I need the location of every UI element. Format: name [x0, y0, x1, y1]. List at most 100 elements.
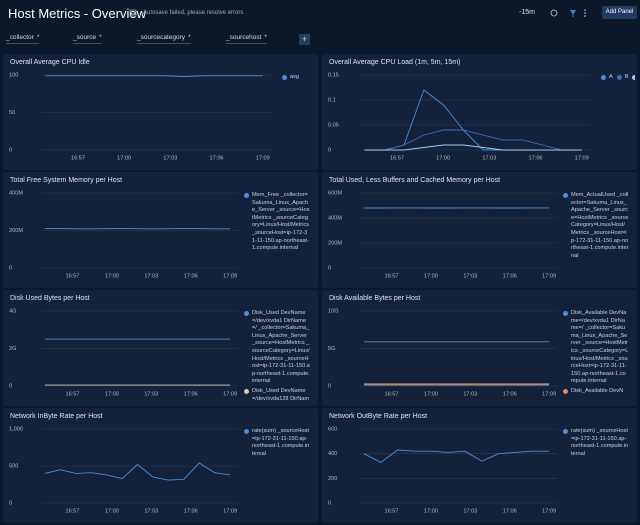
x-tick-label: 17:03	[163, 155, 177, 161]
time-range[interactable]: -15m	[519, 9, 535, 16]
legend-label: rate(sum) _sourceHost=ip-172-31-11-150.a…	[571, 428, 629, 457]
x-tick-label: 17:09	[542, 391, 556, 397]
filter-label: _source	[73, 34, 97, 41]
legend-swatch	[563, 388, 568, 394]
filter[interactable]: _sourcecategory *	[137, 34, 191, 44]
legend-entry: B	[616, 74, 629, 82]
panel: Disk Used Bytes per Host 0 2G 4G 16:57 17:00 1…	[3, 290, 318, 406]
y-tick-label: 200M	[328, 240, 342, 246]
y-tick-label: 400	[328, 451, 337, 457]
panel-title: Disk Available Bytes per Host	[329, 295, 421, 302]
x-tick-label: 17:00	[436, 155, 450, 161]
filter[interactable]: _collector *	[6, 34, 40, 44]
y-tick-label: 0	[9, 383, 12, 389]
page-title: Host Metrics - Overview	[8, 6, 146, 21]
x-tick-label: 17:03	[482, 155, 496, 161]
filter-value: *	[188, 34, 191, 41]
legend-label: Disk_Used DevName=/dev/xvda128 DirName	[252, 387, 310, 400]
y-tick-label: 4G	[9, 308, 16, 314]
legend-swatch	[282, 75, 287, 80]
legend-entry: avg	[282, 74, 299, 82]
y-tick-label: 50	[9, 110, 15, 116]
y-tick-label: 0	[328, 500, 331, 506]
panel-chart: 0 50 100 16:57 17:00 17:03 17:06 17:09	[9, 72, 272, 161]
legend: Disk_Available DevName=/dev/xvda1 DirNam…	[563, 310, 629, 400]
legend-swatch	[244, 388, 249, 394]
series-line	[364, 144, 582, 151]
x-tick-label: 17:03	[144, 273, 158, 279]
y-tick-label: 400M	[328, 215, 342, 221]
panel-title: Total Used, Less Buffers and Cached Memo…	[329, 177, 501, 184]
panel-chart: 0 0.05 0.1 0.15 16:57 17:00 17:03 17:06 17:09	[328, 72, 591, 161]
y-tick-label: 1,000	[9, 426, 23, 432]
legend-swatch	[244, 429, 249, 434]
legend-swatch	[632, 75, 635, 80]
legend: Disk_Used DevName=/dev/xvda1 DirName=/ _…	[244, 310, 310, 400]
y-tick-label: 0.15	[328, 72, 339, 78]
y-tick-label: 5G	[328, 346, 335, 352]
legend-entry: rate(sum) _sourceHost=ip-172-31-11-150.a…	[563, 428, 629, 458]
panel: Network OutByte Rate per Host 0 200 400 600 1…	[322, 408, 637, 523]
legend-label: Mem_ActualUsed _collector=Sakuma_Linux_A…	[571, 192, 629, 259]
y-tick-label: 2G	[9, 346, 16, 352]
y-tick-label: 0	[9, 265, 12, 271]
x-tick-label: 17:09	[575, 155, 589, 161]
panel-chart: 0 500 1,000 16:57 17:00 17:03 17:06 17:09	[9, 426, 238, 514]
x-tick-label: 17:09	[542, 273, 556, 279]
legend-label: B	[624, 74, 629, 80]
filter-value: *	[264, 34, 267, 41]
x-tick-label: 17:03	[144, 391, 158, 397]
x-tick-label: 16:57	[66, 508, 80, 514]
legend-entry: Mem_ActualUsed _collector=Sakuma_Linux_A…	[563, 192, 629, 260]
x-tick-label: 16:57	[385, 273, 399, 279]
legend-label: A	[609, 74, 613, 80]
series-line	[44, 462, 231, 481]
filter-value: *	[99, 34, 102, 41]
y-tick-label: 600	[328, 426, 337, 432]
x-tick-label: 17:09	[223, 508, 237, 514]
legend-label: Mem_Free _collector=Sakuma_Linux_Apache_…	[252, 192, 310, 252]
legend-swatch	[244, 193, 249, 198]
legend-label: Disk_Available DevN	[571, 387, 624, 394]
legend-entry: A	[601, 74, 613, 82]
panel-title: Total Free System Memory per Host	[10, 177, 123, 184]
legend-entry: Disk_Available DevN	[563, 388, 629, 396]
x-tick-label: 16:57	[66, 391, 80, 397]
filter[interactable]: _sourcehost *	[226, 34, 267, 44]
edit-icon[interactable]	[129, 9, 137, 17]
y-tick-label: 0	[328, 383, 331, 389]
x-tick-label: 17:06	[503, 273, 517, 279]
x-tick-label: 17:03	[463, 273, 477, 279]
panel-chart: 0 200M 400M 16:57 17:00 17:03 17:06 17:09	[9, 190, 238, 279]
legend-entry: Disk_Used DevName=/dev/xvda128 DirName	[244, 388, 310, 400]
legend-entry: C	[632, 74, 635, 82]
filter-label: _sourcecategory	[137, 34, 186, 41]
panel: Disk Available Bytes per Host 0 5G 10G 16:57…	[322, 290, 637, 406]
x-tick-label: 17:06	[210, 155, 224, 161]
add-filter-button[interactable]: +	[299, 34, 310, 45]
add-panel-button[interactable]: Add Panel	[602, 6, 637, 19]
series-line	[45, 75, 263, 77]
panel-chart: 0 5G 10G 16:57 17:00 17:03 17:06 17:09	[328, 308, 557, 397]
x-tick-label: 17:00	[424, 273, 438, 279]
x-tick-label: 17:06	[503, 508, 517, 514]
x-tick-label: 17:09	[223, 391, 237, 397]
x-tick-label: 17:09	[542, 508, 556, 514]
legend-swatch	[563, 193, 568, 198]
toolbar-icons[interactable]	[550, 8, 590, 18]
series-line	[364, 129, 582, 151]
y-tick-label: 200M	[9, 228, 23, 234]
x-tick-label: 17:06	[184, 391, 198, 397]
x-tick-label: 17:06	[503, 391, 517, 397]
panel-title: Overall Average CPU Idle	[10, 59, 90, 66]
panel-chart: 0 200M 400M 600M 16:57 17:00 17:03 17:06 17:09	[328, 190, 557, 279]
x-tick-label: 17:00	[424, 508, 438, 514]
filter[interactable]: _source *	[73, 34, 102, 44]
panel: Total Used, Less Buffers and Cached Memo…	[322, 172, 637, 288]
panel-chart: 0 200 400 600 16:57 17:00 17:03 17:06 17:09	[328, 426, 557, 514]
panel-title: Disk Used Bytes per Host	[10, 295, 90, 302]
x-tick-label: 17:03	[463, 391, 477, 397]
legend-swatch	[563, 311, 568, 316]
x-tick-label: 17:06	[184, 273, 198, 279]
